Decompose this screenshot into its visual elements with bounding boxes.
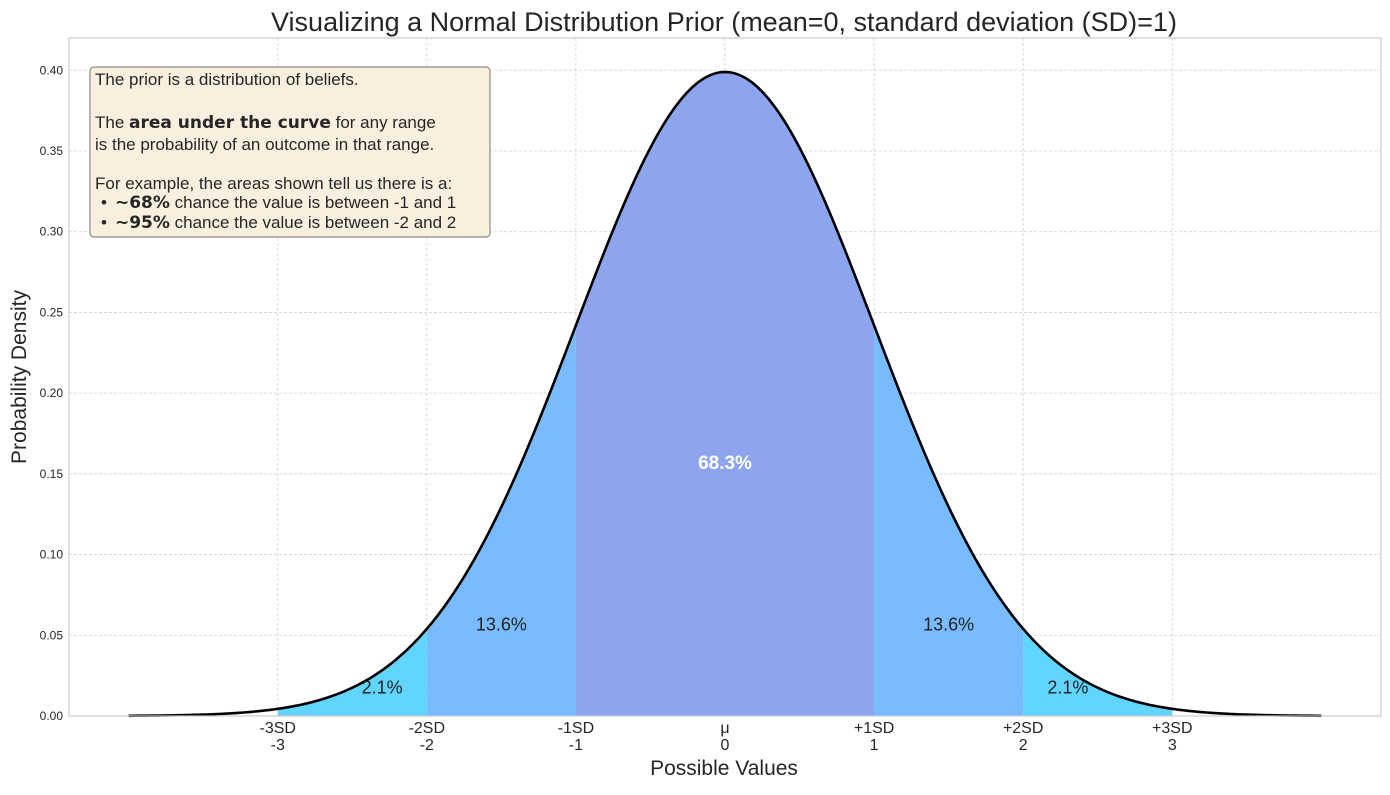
x-tick-label-sd: -2SD (409, 720, 445, 737)
region-label: 13.6% (476, 614, 527, 634)
y-axis-ticks: 0.00 0.05 0.10 0.15 0.20 0.25 0.30 0.35 0.40 (40, 63, 64, 723)
y-tick-label: 0.35 (40, 144, 64, 158)
y-axis-label: Probability Density (8, 290, 31, 464)
x-tick-label-value: 2 (1019, 737, 1028, 754)
y-tick-label: 0.30 (40, 225, 64, 239)
annotation-line2: The area under the curve for any range (95, 113, 436, 133)
x-tick-label-sd: +1SD (854, 720, 894, 737)
y-tick-label: 0.15 (40, 467, 64, 481)
plot-frame (68, 37, 1382, 717)
x-tick-label-sd: μ (720, 720, 729, 737)
region-label: 2.1% (1047, 677, 1088, 697)
annotation-line1: The prior is a distribution of beliefs. (95, 70, 359, 89)
x-tick-label-sd: -1SD (558, 720, 594, 737)
y-tick-label: 0.20 (40, 386, 64, 400)
x-tick-label-value: -2 (420, 737, 434, 754)
region-label: 2.1% (362, 677, 403, 697)
y-tick-label: 0.25 (40, 305, 64, 319)
x-tick-label-sd: +3SD (1152, 720, 1192, 737)
region-labels: 2.1% 13.6% 68.3% 13.6% 2.1% (362, 453, 1089, 697)
annotation-box: The prior is a distribution of beliefs. … (89, 66, 491, 238)
chart-title: Visualizing a Normal Distribution Prior … (271, 7, 1177, 37)
y-tick-label: 0.05 (40, 628, 64, 642)
x-tick-label-value: 1 (870, 737, 879, 754)
x-tick-label-value: 3 (1168, 737, 1177, 754)
shaded-region (277, 628, 427, 716)
region-label: 13.6% (923, 614, 974, 634)
shaded-region (1023, 628, 1173, 716)
y-tick-label: 0.40 (40, 63, 64, 77)
annotation-line4: For example, the areas shown tell us the… (95, 174, 452, 193)
x-axis-label: Possible Values (650, 757, 798, 780)
shaded-region (575, 71, 875, 717)
x-tick-label-sd: -3SD (260, 720, 296, 737)
density-curve (128, 70, 1322, 718)
x-tick-label-value: -3 (271, 737, 285, 754)
region-label: 68.3% (698, 453, 752, 474)
x-tick-label-value: 0 (721, 737, 730, 754)
annotation-line3: is the probability of an outcome in that… (95, 135, 434, 154)
annotation-bullet2: • ~95% chance the value is between -2 and… (101, 213, 456, 233)
x-tick-label-value: -1 (569, 737, 583, 754)
x-tick-label-sd: +2SD (1003, 720, 1043, 737)
y-tick-label: 0.10 (40, 548, 64, 562)
annotation-bullet1: • ~68% chance the value is between -1 and… (101, 193, 456, 213)
y-tick-label: 0.00 (40, 709, 64, 723)
